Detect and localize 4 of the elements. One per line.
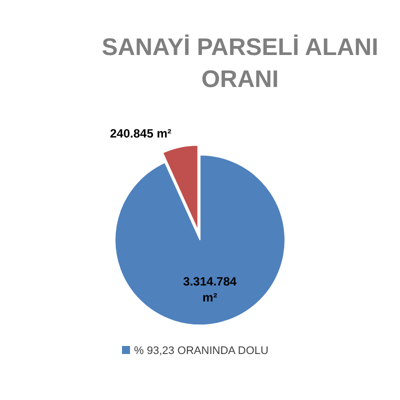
legend-label: % 93,23 ORANINDA DOLU <box>134 345 269 357</box>
chart-title: SANAYİ PARSELİ ALANI ORANI <box>102 34 378 93</box>
data-label: 240.845 m² <box>110 126 172 140</box>
data-label: 3.314.784 m² <box>183 274 237 305</box>
